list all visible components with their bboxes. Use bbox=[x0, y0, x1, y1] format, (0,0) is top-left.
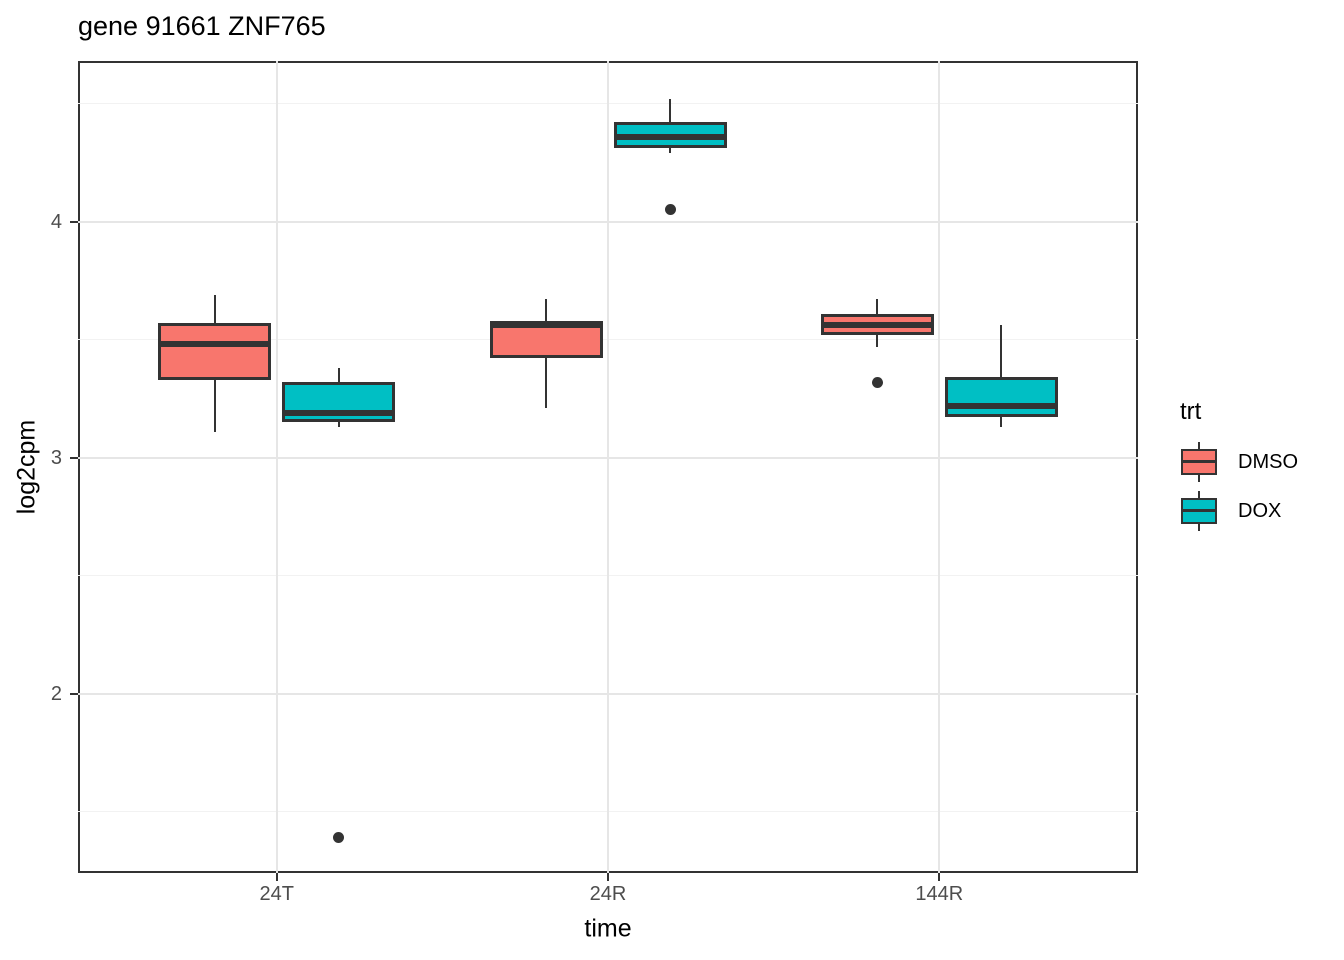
boxplot-median bbox=[282, 409, 396, 416]
boxplot-median bbox=[944, 402, 1058, 409]
outlier-point bbox=[333, 832, 345, 844]
gridline-vertical bbox=[275, 61, 278, 873]
chart-title: gene 91661 ZNF765 bbox=[78, 11, 326, 41]
y-tick-label: 4 bbox=[50, 210, 62, 233]
boxplot-box-dox-24t bbox=[282, 382, 396, 423]
gridline-vertical bbox=[938, 61, 941, 873]
legend-entries: DMSO DOX bbox=[1180, 442, 1298, 531]
legend-entry-dmso: DMSO bbox=[1180, 442, 1298, 482]
y-axis-tick bbox=[70, 456, 78, 459]
plot-area bbox=[78, 61, 1138, 873]
x-tick-label: 24T bbox=[259, 883, 294, 905]
boxplot-median bbox=[489, 322, 603, 329]
x-tick-label: 144R bbox=[915, 883, 964, 905]
x-axis-title: time bbox=[584, 914, 632, 943]
boxplot-median bbox=[613, 133, 727, 140]
x-axis-tick bbox=[607, 873, 609, 881]
boxplot-box-dox-144r bbox=[944, 377, 1058, 418]
legend-entry-dox: DOX bbox=[1180, 491, 1298, 531]
legend-label: DOX bbox=[1238, 499, 1282, 522]
legend-key-median bbox=[1181, 460, 1217, 463]
legend: trt DMSO DOX bbox=[1180, 398, 1298, 540]
y-tick-label: 3 bbox=[50, 446, 62, 469]
y-axis-tick bbox=[70, 220, 78, 223]
boxplot-median bbox=[158, 341, 272, 348]
x-tick-label: 24R bbox=[589, 883, 627, 905]
y-tick-label: 2 bbox=[50, 682, 62, 705]
boxplot-whisker bbox=[1000, 325, 1003, 427]
legend-key-boxplot-icon bbox=[1180, 442, 1218, 482]
outlier-point bbox=[664, 204, 676, 216]
legend-title: trt bbox=[1180, 398, 1202, 425]
y-axis-tick bbox=[70, 692, 78, 695]
legend-label: DMSO bbox=[1238, 450, 1298, 473]
boxplot-box-dmso-24t bbox=[158, 323, 272, 380]
x-axis-tick bbox=[275, 873, 278, 881]
y-axis-title: log2cpm bbox=[12, 419, 41, 515]
gridline-vertical bbox=[607, 61, 609, 873]
legend-key-median bbox=[1181, 509, 1217, 512]
plot-panel bbox=[78, 61, 1138, 873]
outlier-point bbox=[871, 376, 883, 388]
legend-key-boxplot-icon bbox=[1180, 491, 1218, 531]
x-axis-tick bbox=[938, 873, 941, 881]
boxplot-median bbox=[820, 322, 934, 329]
